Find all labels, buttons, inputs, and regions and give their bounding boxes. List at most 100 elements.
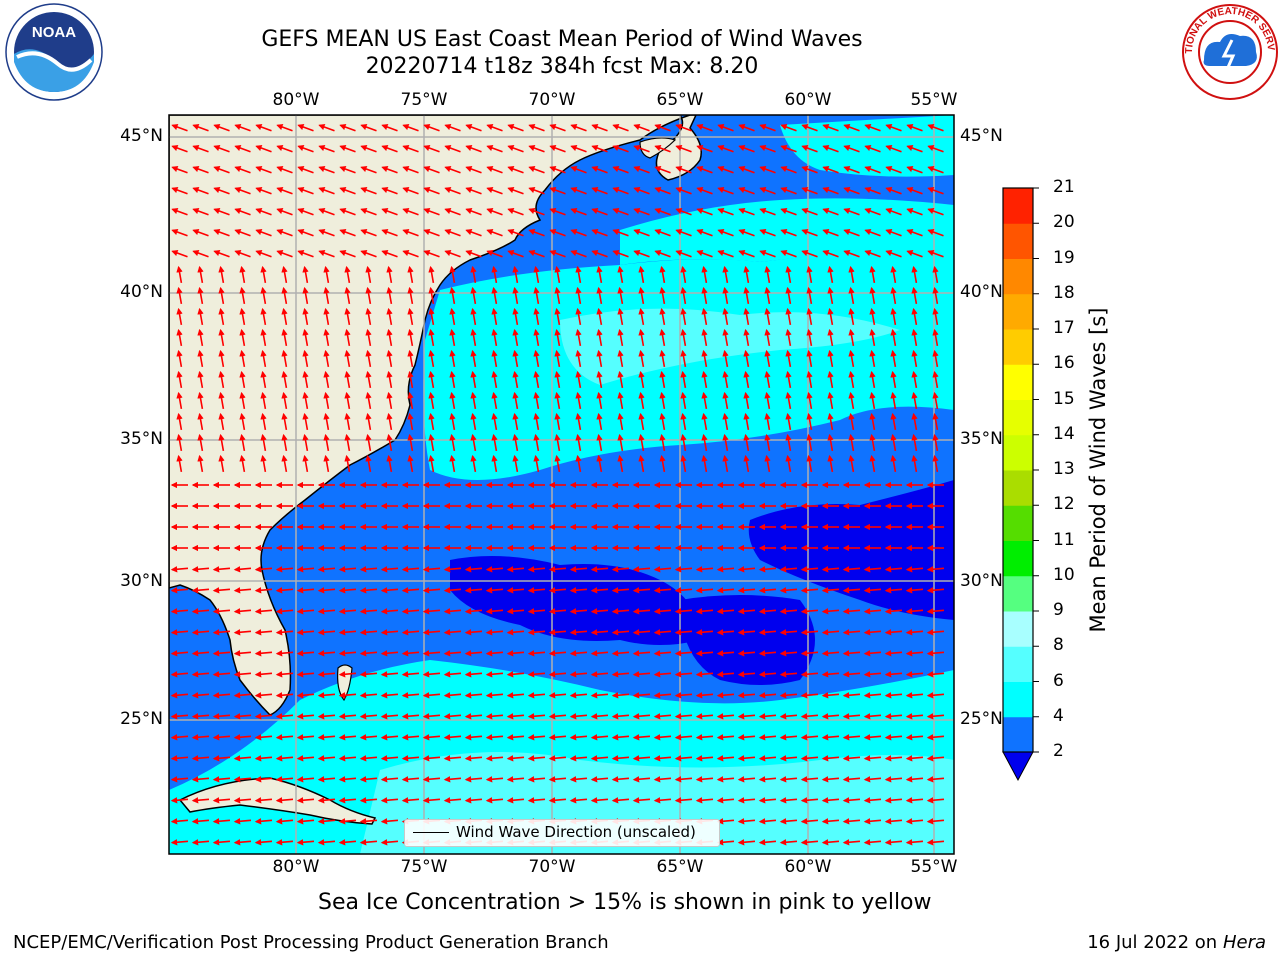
direction-arrow [470, 349, 477, 368]
direction-arrow [633, 187, 650, 195]
lat-tick-left: 35°N [120, 429, 163, 449]
direction-arrow [932, 391, 939, 410]
direction-arrow [716, 629, 735, 636]
direction-arrow [674, 713, 693, 720]
direction-arrow [680, 349, 687, 368]
direction-arrow [863, 587, 882, 594]
direction-arrow [800, 713, 819, 720]
direction-arrow [575, 433, 582, 452]
direction-arrow [449, 307, 456, 326]
colorbar-tick-label: 12 [1053, 494, 1075, 515]
colorbar-segment [1003, 293, 1033, 330]
direction-arrow [743, 412, 750, 431]
direction-arrow [548, 713, 567, 720]
direction-arrow [276, 124, 293, 132]
direction-arrow [428, 433, 435, 452]
direction-arrow [737, 692, 756, 699]
direction-arrow [444, 166, 461, 174]
direction-arrow [821, 671, 840, 678]
direction-arrow [890, 286, 897, 305]
direction-arrow [464, 692, 483, 699]
direction-arrow [170, 587, 189, 594]
direction-arrow [885, 166, 902, 174]
direction-arrow [701, 286, 708, 305]
direction-arrow [318, 250, 335, 258]
direction-arrow [779, 713, 798, 720]
direction-arrow [533, 265, 540, 284]
direction-arrow [722, 370, 729, 389]
direction-arrow [932, 454, 939, 473]
direction-arrow [486, 229, 503, 237]
direction-arrow [680, 265, 687, 284]
direction-arrow [548, 671, 567, 678]
direction-arrow [506, 692, 525, 699]
direction-arrow [869, 265, 876, 284]
direction-arrow [701, 307, 708, 326]
direction-arrow [842, 734, 861, 741]
direction-arrow [470, 454, 477, 473]
direction-arrow [422, 587, 441, 594]
direction-arrow [380, 608, 399, 615]
direction-arrow [911, 286, 918, 305]
direction-arrow [443, 734, 462, 741]
direction-arrow [596, 412, 603, 431]
direction-arrow [548, 650, 567, 657]
direction-arrow [491, 307, 498, 326]
noaa-logo-text: NOAA [32, 24, 76, 41]
direction-arrow [890, 349, 897, 368]
direction-arrow [800, 608, 819, 615]
direction-arrow [260, 391, 267, 410]
direction-arrow [197, 433, 204, 452]
direction-arrow [633, 250, 650, 258]
direction-arrow [785, 412, 792, 431]
direction-arrow [360, 124, 377, 132]
direction-arrow [800, 629, 819, 636]
direction-arrow [192, 187, 209, 195]
direction-arrow [695, 713, 714, 720]
direction-arrow [590, 629, 609, 636]
direction-arrow [717, 250, 734, 258]
direction-arrow [323, 328, 330, 347]
direction-arrow [296, 587, 315, 594]
direction-arrow [659, 286, 666, 305]
direction-arrow [932, 328, 939, 347]
direction-arrow [297, 187, 314, 195]
direction-arrow [239, 454, 246, 473]
direction-arrow [764, 391, 771, 410]
direction-arrow [533, 349, 540, 368]
direction-arrow [701, 391, 708, 410]
direction-arrow [926, 608, 945, 615]
direction-arrow [890, 391, 897, 410]
direction-arrow [444, 145, 461, 153]
direction-arrow [239, 265, 246, 284]
direction-arrow [197, 307, 204, 326]
direction-arrow [548, 566, 567, 573]
direction-arrow [485, 587, 504, 594]
direction-arrow [401, 692, 420, 699]
direction-arrow [191, 755, 210, 762]
direction-arrow [428, 349, 435, 368]
direction-arrow [780, 229, 797, 237]
lat-tick-left: 30°N [120, 571, 163, 591]
direction-arrow [549, 229, 566, 237]
direction-arrow [911, 412, 918, 431]
direction-arrow [590, 713, 609, 720]
direction-arrow [512, 454, 519, 473]
colorbar-segment [1003, 716, 1033, 753]
direction-arrow [317, 608, 336, 615]
direction-arrow [653, 671, 672, 678]
direction-arrow [281, 349, 288, 368]
direction-arrow [932, 286, 939, 305]
direction-arrow [737, 713, 756, 720]
direction-arrow [932, 265, 939, 284]
direction-arrow [407, 370, 414, 389]
direction-arrow [170, 713, 189, 720]
lon-tick-top: 70°W [528, 90, 576, 110]
direction-arrow [176, 286, 183, 305]
direction-arrow [743, 370, 750, 389]
colorbar-tick-label: 17 [1053, 318, 1075, 338]
direction-arrow [785, 433, 792, 452]
direction-arrow [780, 166, 797, 174]
colorbar-segment [1003, 505, 1033, 541]
direction-arrow [191, 566, 210, 573]
